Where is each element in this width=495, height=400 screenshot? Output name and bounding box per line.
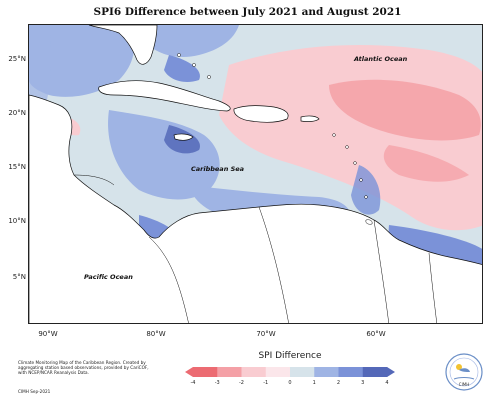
legend-segment-0 [193,367,218,377]
footer-credit: CIMH Sep-2021 [18,389,51,394]
islet-3 [353,161,357,165]
islet-bahamas-1 [177,53,181,57]
border-venezuela [258,206,289,323]
lat-label-25n: 25°N [8,55,26,63]
label-atlantic-ocean: Atlantic Ocean [354,55,408,63]
islet-5 [364,195,368,199]
lon-label-90w: 90°W [38,330,58,338]
legend-colorbar [185,367,395,377]
map-title: SPI6 Difference between July 2021 and Au… [93,6,402,18]
border-guyana [373,219,389,323]
legend-extend-low [185,367,193,377]
legend-title: SPI Difference [258,351,322,361]
legend-segment-1 [217,367,242,377]
islet-bahamas-3 [207,75,211,79]
land-trinidad [365,219,373,225]
land-florida [88,25,158,65]
label-caribbean-sea: Caribbean Sea [191,165,245,173]
islet-1 [332,133,336,137]
lon-label-60w: 60°W [366,330,386,338]
wet-region-west-caribbean [108,110,220,200]
legend-segment-5 [314,367,339,377]
legend-tick-label: -1 [263,380,269,386]
lat-label-10n: 10°N [8,217,26,225]
label-pacific-ocean: Pacific Ocean [84,273,133,281]
islet-2 [345,145,349,149]
land-mainland [29,94,482,323]
border-central-america [73,174,115,186]
legend-tick-label: 3 [361,380,365,386]
legend-tick-label: -3 [214,380,220,386]
land-cuba [98,80,231,112]
land-hispaniola [233,105,289,123]
land-puerto-rico [300,115,320,122]
land-jamaica [173,133,194,141]
very-dry-region-atlantic [329,79,481,141]
legend-extend-high [387,367,395,377]
border-colombia [148,236,189,323]
islet-bahamas-2 [192,63,196,67]
legend-segment-6 [338,367,364,377]
wet-region-bahamas [144,25,239,57]
very-dry-region-east [383,145,469,182]
wet-region-lesser-antilles [351,165,381,215]
footer-note: Climate Monitoring Map of the Caribbean … [18,360,149,376]
legend-segment-3 [265,367,291,377]
legend-tick-label: 1 [312,380,316,386]
spi-difference-map [29,25,482,323]
logo-text: CIMH [459,382,469,387]
border-suriname [428,252,438,323]
lon-label-70w: 70°W [256,330,276,338]
cimh-logo: CIMH [445,353,483,391]
legend-tick-label: 0 [288,380,292,386]
legend-segment-7 [362,367,388,377]
islet-4 [359,178,363,182]
legend-tick-label: 4 [385,380,389,386]
lat-label-5n: 5°N [12,273,26,281]
legend-segment-2 [241,367,267,377]
legend-tick-label: -4 [190,380,196,386]
map-area: Atlantic Ocean Caribbean Sea Pacific Oce… [28,24,483,324]
wet-region-gulf [29,25,135,97]
dry-pocket-hispaniola [268,120,294,144]
legend-tick-label: 2 [336,380,341,386]
lat-label-15n: 15°N [8,163,26,171]
lat-label-20n: 20°N [8,109,26,117]
wet-region-bahamas-core [164,55,200,82]
legend-segment-4 [290,367,315,377]
lon-label-80w: 80°W [146,330,166,338]
legend-tick-label: -2 [239,380,244,386]
